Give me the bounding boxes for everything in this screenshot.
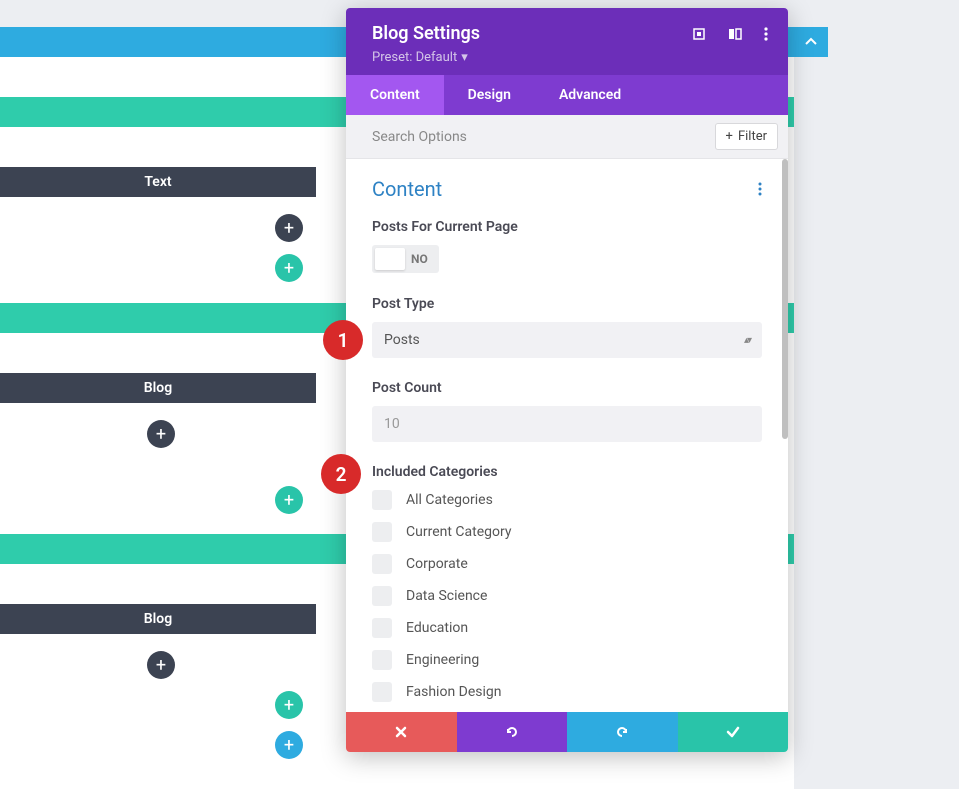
search-input[interactable]: Search Options	[372, 129, 467, 145]
category-item: All Categories	[372, 490, 762, 510]
section-heading: Content	[372, 177, 442, 201]
module-label: Blog	[144, 380, 172, 396]
add-row-button[interactable]: +	[275, 691, 303, 719]
toggle-knob	[375, 248, 405, 270]
save-button[interactable]	[678, 712, 789, 752]
annotation-1: 1	[323, 320, 363, 360]
section-more-icon[interactable]	[758, 182, 762, 196]
redo-icon	[614, 724, 630, 740]
category-item: Education	[372, 618, 762, 638]
more-icon[interactable]	[764, 27, 768, 41]
module-label: Text	[144, 174, 171, 190]
tab-advanced[interactable]: Advanced	[535, 75, 645, 115]
snap-icon[interactable]	[728, 27, 742, 41]
preset-dropdown[interactable]: Preset: Default ▾	[372, 50, 468, 65]
category-list: All Categories Current Category Corporat…	[372, 490, 762, 702]
cancel-button[interactable]	[346, 712, 457, 752]
category-checkbox[interactable]	[372, 490, 392, 510]
modal-footer	[346, 712, 788, 752]
select-caret-icon: ▴▾	[744, 335, 750, 346]
category-item: Fashion Design	[372, 682, 762, 702]
post-count-label: Post Count	[372, 380, 762, 396]
add-row-button[interactable]: +	[275, 486, 303, 514]
module-bar-text[interactable]: Text	[0, 167, 316, 197]
posts-for-current-toggle[interactable]: NO	[372, 245, 439, 273]
undo-icon	[504, 724, 520, 740]
undo-button[interactable]	[457, 712, 568, 752]
add-module-button[interactable]: +	[147, 420, 175, 448]
category-checkbox[interactable]	[372, 554, 392, 574]
scrollbar[interactable]	[782, 159, 788, 712]
search-bar: Search Options + Filter	[346, 115, 788, 159]
add-row-button[interactable]: +	[275, 254, 303, 282]
add-module-button[interactable]: +	[147, 651, 175, 679]
redo-button[interactable]	[567, 712, 678, 752]
module-bar-blog[interactable]: Blog	[0, 373, 316, 403]
filter-button[interactable]: + Filter	[715, 123, 778, 150]
category-item: Engineering	[372, 650, 762, 670]
category-item: Current Category	[372, 522, 762, 542]
add-section-button[interactable]: +	[275, 731, 303, 759]
add-module-button[interactable]: +	[275, 214, 303, 242]
module-label: Blog	[144, 611, 172, 627]
post-count-input[interactable]: 10	[372, 406, 762, 442]
category-checkbox[interactable]	[372, 650, 392, 670]
scrollbar-thumb[interactable]	[782, 159, 788, 439]
included-categories-label: Included Categories	[372, 464, 762, 480]
annotation-2: 2	[321, 454, 361, 494]
modal-header: Blog Settings Preset: Default ▾	[346, 8, 788, 75]
category-item: Data Science	[372, 586, 762, 606]
modal-tabs: Content Design Advanced	[346, 75, 788, 115]
collapse-section-button[interactable]	[794, 27, 828, 57]
category-checkbox[interactable]	[372, 586, 392, 606]
expand-icon[interactable]	[692, 27, 706, 41]
check-icon	[725, 724, 741, 740]
tab-design[interactable]: Design	[444, 75, 535, 115]
post-type-select[interactable]: Posts ▴▾	[372, 322, 762, 358]
modal-title: Blog Settings	[372, 23, 480, 44]
plus-icon: +	[726, 129, 733, 144]
post-type-label: Post Type	[372, 296, 762, 312]
category-checkbox[interactable]	[372, 618, 392, 638]
module-bar-blog[interactable]: Blog	[0, 604, 316, 634]
close-icon	[394, 725, 408, 739]
posts-for-current-label: Posts For Current Page	[372, 219, 762, 235]
category-item: Corporate	[372, 554, 762, 574]
category-checkbox[interactable]	[372, 522, 392, 542]
category-checkbox[interactable]	[372, 682, 392, 702]
blog-settings-modal: Blog Settings Preset: Default ▾ Content …	[346, 8, 788, 752]
caret-down-icon: ▾	[461, 50, 468, 65]
modal-body: Content Posts For Current Page NO Post T…	[346, 159, 788, 712]
tab-content[interactable]: Content	[346, 75, 444, 115]
